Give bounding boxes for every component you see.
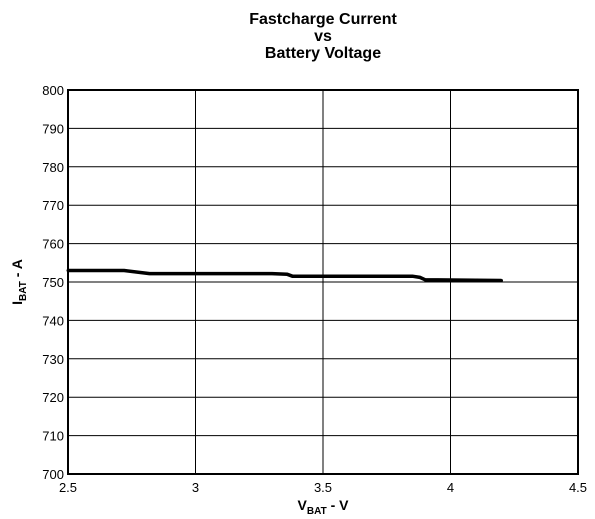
data-point (148, 272, 152, 276)
data-point (285, 272, 289, 276)
title-line-0: Fastcharge Current (249, 11, 397, 28)
axis-label-main: V (298, 497, 308, 513)
x-axis-label: VBAT - V (298, 497, 350, 517)
y-tick-label: 780 (42, 160, 64, 175)
y-tick-label: 760 (42, 237, 64, 252)
x-tick-label: 4.5 (569, 480, 587, 495)
series-group (66, 268, 503, 283)
y-tick-label: 710 (42, 429, 64, 444)
plot-area-frame (67, 89, 579, 475)
data-point (423, 278, 427, 282)
y-tick-label: 740 (42, 313, 64, 328)
y-tick-label: 800 (42, 83, 64, 98)
title-line-1: vs (314, 28, 332, 45)
grid (68, 90, 578, 474)
y-tick-label: 730 (42, 352, 64, 367)
data-point (500, 278, 503, 282)
y-tick-label: 700 (42, 467, 64, 482)
title-line-2: Battery Voltage (265, 45, 381, 62)
y-axis-label: IBAT - A (9, 259, 29, 305)
data-point (270, 272, 274, 276)
y-tick-label: 790 (42, 121, 64, 136)
series-line-0 (68, 268, 502, 283)
y-tick-label: 770 (42, 198, 64, 213)
axis-label-subscript: BAT (307, 506, 327, 517)
y-axis-ticks: 700 710 720 730 740 750 760 770 780 790 800 (42, 83, 64, 482)
data-point (66, 268, 70, 272)
axis-label-subscript: BAT (18, 281, 29, 301)
y-tick-label: 750 (42, 275, 64, 290)
data-point (410, 274, 414, 278)
x-tick-label: 3.5 (314, 480, 332, 495)
axis-label-unit: - V (327, 497, 349, 513)
axis-label-main: I (9, 301, 25, 305)
data-point (418, 275, 422, 279)
data-point (122, 268, 126, 272)
axis-label-unit: - A (9, 259, 25, 281)
x-tick-label: 2.5 (59, 480, 77, 495)
data-point (290, 274, 294, 278)
x-tick-label: 3 (192, 480, 199, 495)
x-axis-ticks: 2.5 3 3.5 4 4.5 (59, 480, 587, 495)
x-tick-label: 4 (447, 480, 454, 495)
y-tick-label: 720 (42, 390, 64, 405)
